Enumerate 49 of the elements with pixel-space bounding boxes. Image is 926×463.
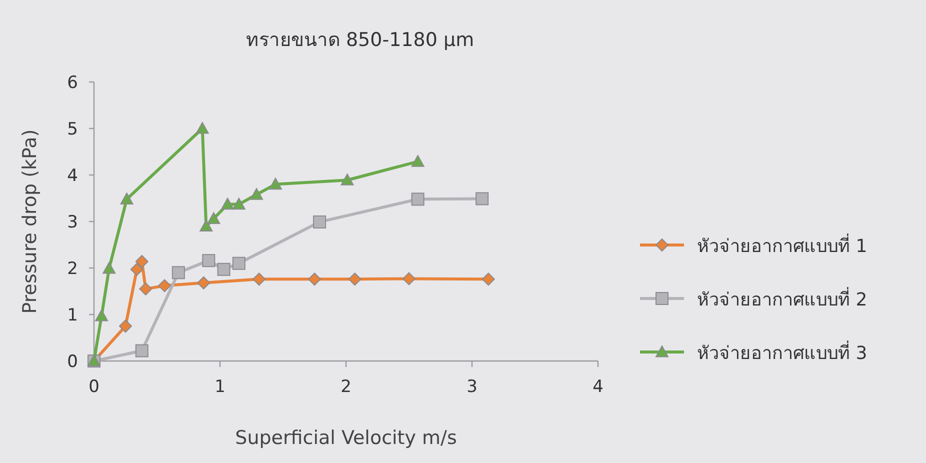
x-tick-label: 2 bbox=[340, 377, 352, 397]
x-tick-label: 0 bbox=[88, 377, 100, 397]
point bbox=[135, 344, 148, 358]
x-tick-label: 3 bbox=[466, 377, 478, 397]
legend-label: หัวจ่ายอากาศแบบที่ 2 bbox=[697, 286, 868, 310]
point bbox=[411, 192, 424, 206]
point bbox=[348, 272, 362, 286]
point bbox=[200, 220, 213, 232]
point bbox=[482, 272, 495, 286]
point bbox=[172, 266, 185, 280]
point bbox=[202, 254, 216, 268]
point bbox=[411, 155, 424, 167]
point bbox=[476, 192, 489, 206]
y-tick-label: 3 bbox=[67, 212, 78, 232]
point bbox=[130, 262, 144, 276]
point bbox=[158, 279, 172, 292]
x-tick-label: 4 bbox=[592, 377, 604, 397]
point bbox=[340, 174, 354, 186]
point bbox=[135, 254, 148, 268]
point bbox=[102, 262, 116, 274]
point bbox=[308, 272, 321, 286]
point bbox=[221, 198, 234, 210]
x-tick-label: 1 bbox=[214, 377, 226, 397]
point bbox=[232, 256, 246, 270]
legend-label: หัวจ่ายอากาศแบบที่ 1 bbox=[697, 233, 868, 257]
y-tick-label: 2 bbox=[67, 259, 78, 279]
point bbox=[268, 178, 282, 190]
point bbox=[232, 198, 246, 210]
y-tick-label: 6 bbox=[67, 73, 78, 93]
point bbox=[250, 188, 264, 200]
y-tick-label: 4 bbox=[67, 166, 78, 186]
y-tick-label: 5 bbox=[67, 120, 78, 140]
x-axis-title: Superficial Velocity m/s bbox=[235, 427, 457, 449]
point bbox=[120, 192, 134, 204]
point bbox=[252, 272, 266, 286]
point bbox=[313, 215, 326, 228]
point bbox=[196, 122, 209, 134]
y-tick-label: 1 bbox=[67, 306, 78, 326]
point bbox=[197, 276, 210, 290]
y-tick-label: 0 bbox=[67, 352, 78, 372]
y-axis-title: Pressure drop (kPa) bbox=[19, 129, 41, 314]
legend-label: หัวจ่ายอากาศแบบที่ 3 bbox=[697, 340, 868, 364]
point bbox=[139, 282, 152, 296]
point bbox=[95, 309, 108, 322]
chart-title: ทรายขนาด 850-1180 µm bbox=[246, 29, 474, 51]
point bbox=[119, 320, 132, 333]
point bbox=[402, 272, 416, 286]
point bbox=[207, 212, 220, 224]
point bbox=[217, 262, 230, 276]
